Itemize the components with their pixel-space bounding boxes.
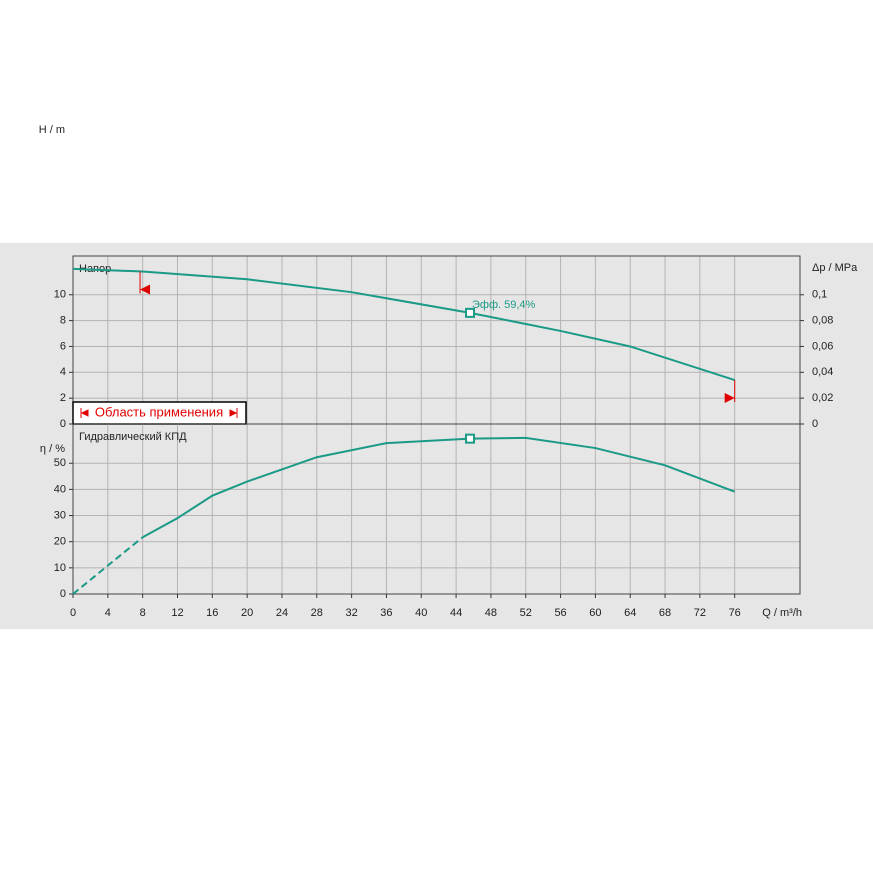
panel-label: Гидравлический КПД [79, 431, 187, 443]
y-tick-label: 0 [60, 418, 66, 430]
y2-tick-label: 0,02 [812, 392, 833, 404]
y-tick-label: 30 [54, 509, 66, 521]
y2-tick-label: 0,08 [812, 315, 833, 327]
x-tick-label: 32 [345, 607, 357, 619]
y-tick-label: 40 [54, 483, 66, 495]
x-tick-label: 60 [589, 607, 601, 619]
x-tick-label: 24 [276, 607, 288, 619]
y2-tick-label: 0,1 [812, 289, 827, 301]
x-tick-label: 12 [171, 607, 183, 619]
x-tick-label: 72 [694, 607, 706, 619]
y-tick-label: 50 [54, 457, 66, 469]
y-tick-label: 10 [54, 562, 66, 574]
x-tick-label: 8 [140, 607, 146, 619]
range-arrow [724, 393, 735, 404]
y-tick-label: 2 [60, 392, 66, 404]
annotation: Эфф. 59,4% [472, 299, 536, 311]
y-axis-label: η / % [40, 443, 65, 455]
y-axis-label: H / m [39, 124, 65, 136]
operating-point [465, 433, 476, 444]
x-tick-label: 48 [485, 607, 497, 619]
x-tick-label: 52 [520, 607, 532, 619]
plot-frame [72, 423, 801, 595]
y-tick-label: 6 [60, 340, 66, 352]
curve [72, 267, 736, 382]
y2-tick-label: 0,04 [812, 366, 833, 378]
x-tick-label: 76 [729, 607, 741, 619]
x-tick-label: 20 [241, 607, 253, 619]
curve [142, 436, 736, 539]
range-box-arrows [80, 408, 238, 418]
y-tick-label: 20 [54, 536, 66, 548]
x-tick-label: 44 [450, 607, 462, 619]
y-tick-label: 10 [54, 289, 66, 301]
y2-axis-label: Δp / MPa [812, 262, 858, 274]
y-tick-label: 8 [60, 315, 66, 327]
x-tick-label: 16 [206, 607, 218, 619]
y2-tick-label: 0 [812, 418, 818, 430]
y-tick-label: 0 [60, 588, 66, 600]
x-tick-label: 64 [624, 607, 636, 619]
x-tick-label: 36 [380, 607, 392, 619]
y2-tick-label: 0,06 [812, 340, 833, 352]
x-tick-label: 40 [415, 607, 427, 619]
y-tick-label: 4 [60, 366, 66, 378]
range-arrow [140, 284, 151, 295]
x-tick-label: 4 [105, 607, 111, 619]
x-tick-label: 68 [659, 607, 671, 619]
operating-point [465, 307, 476, 318]
x-tick-label: 56 [554, 607, 566, 619]
range-label: Область применения [95, 404, 223, 419]
x-tick-label: 0 [70, 607, 76, 619]
curve [72, 536, 144, 595]
x-axis-label: Q / m³/h [762, 607, 802, 619]
x-tick-label: 28 [311, 607, 323, 619]
